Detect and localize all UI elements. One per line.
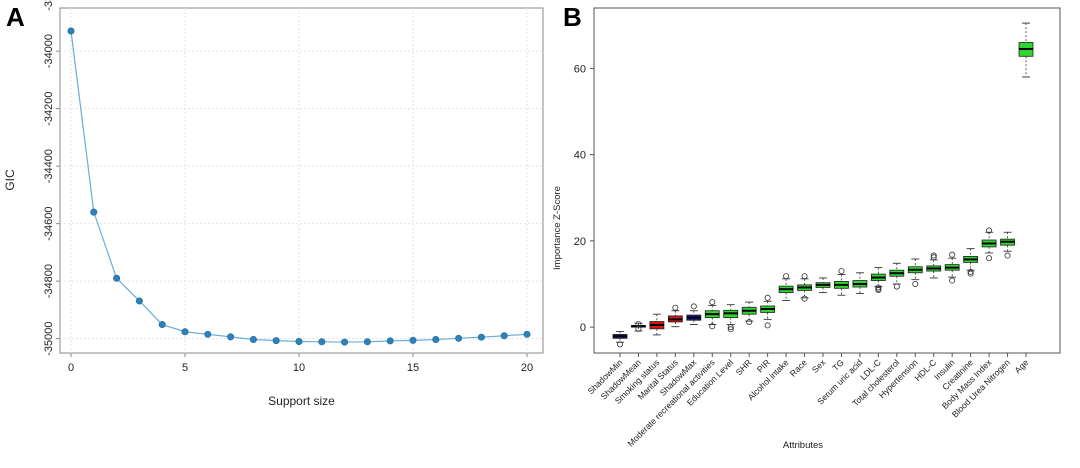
box-outlier xyxy=(690,303,697,310)
box-outlier xyxy=(930,254,937,261)
plot-frame-b xyxy=(593,7,1061,354)
box-outlier xyxy=(949,251,956,258)
box-outlier xyxy=(875,287,882,294)
gic-data-point xyxy=(135,297,143,305)
gic-data-point xyxy=(477,333,485,341)
gic-data-point xyxy=(386,337,394,345)
box-outlier xyxy=(893,283,900,290)
gic-data-point xyxy=(455,334,463,342)
gic-data-point xyxy=(295,337,303,345)
y-tick-label: -34000 xyxy=(43,34,55,68)
gic-data-point xyxy=(363,338,371,346)
box-outlier xyxy=(801,273,808,280)
y-tick-label: -34400 xyxy=(43,149,55,183)
gic-data-point xyxy=(272,337,280,345)
box-outlier xyxy=(709,299,716,306)
gic-data-point xyxy=(227,333,235,341)
x-tick-label: SHR xyxy=(734,357,754,377)
gic-data-point xyxy=(113,274,121,282)
panel-a-letter: A xyxy=(6,2,25,32)
box-outlier xyxy=(949,277,956,284)
box-outlier xyxy=(967,268,974,275)
x-tick-label: 10 xyxy=(293,362,305,374)
gic-data-point xyxy=(500,332,508,340)
box-outlier xyxy=(727,326,734,333)
gic-data-point xyxy=(318,338,326,346)
box-outlier xyxy=(617,341,624,348)
box-outlier xyxy=(635,325,642,332)
box-outlier xyxy=(672,304,679,311)
y-tick-label: -35000 xyxy=(43,321,55,355)
box-outlier xyxy=(709,323,716,330)
box-outlier xyxy=(764,294,771,301)
box-outlier xyxy=(727,324,734,331)
gic-data-point xyxy=(432,335,440,343)
x-tick-label: 5 xyxy=(182,362,188,374)
box-outlier xyxy=(764,322,771,329)
box-outlier xyxy=(801,295,808,302)
y-tick-label: 60 xyxy=(574,63,586,75)
x-axis-title: Support size xyxy=(268,394,335,408)
gic-data-point xyxy=(90,208,98,216)
x-tick-label: Age xyxy=(1013,357,1031,375)
y-axis-title: GIC xyxy=(3,169,17,191)
box-outlier xyxy=(912,280,919,287)
box-outlier xyxy=(875,284,882,291)
y-tick-label: 40 xyxy=(574,150,586,162)
x-tick-label: Sex xyxy=(810,357,828,375)
x-tick-label: Race xyxy=(788,357,809,378)
y-tick-label: -34200 xyxy=(43,91,55,125)
gic-data-point xyxy=(341,338,349,346)
x-tick-label: 15 xyxy=(407,362,419,374)
y-tick-label: -33800 xyxy=(43,0,55,11)
panel-b-letter: B xyxy=(563,2,582,32)
chart-a-gic-vs-support-size: 0 5 10 15 20 -35000 -34800 -34600 -34400 -34200 -3… xyxy=(3,0,544,408)
plot-frame-a xyxy=(59,7,544,354)
x-tick-label: 0 xyxy=(68,362,74,374)
box-outlier xyxy=(986,255,993,262)
gic-data-point xyxy=(204,330,212,338)
box-outlier xyxy=(930,252,937,259)
y-tick-label: -34800 xyxy=(43,264,55,298)
box-outlier xyxy=(635,321,642,328)
box-outlier xyxy=(967,270,974,277)
box-outlier xyxy=(986,227,993,234)
y-axis-title: Importance Z-Score xyxy=(552,186,563,270)
x-axis-title: Attributes xyxy=(783,440,823,451)
box-outlier xyxy=(746,318,753,325)
box-outlier xyxy=(1004,252,1011,259)
gic-data-point xyxy=(67,27,75,35)
box-outlier xyxy=(783,273,790,280)
gic-data-point xyxy=(181,328,189,336)
gic-data-point xyxy=(158,321,166,329)
gic-data-point xyxy=(249,335,257,343)
y-tick-label: 20 xyxy=(574,236,586,248)
box-outlier xyxy=(838,268,845,275)
gic-data-point xyxy=(409,336,417,344)
y-tick-label: 0 xyxy=(580,322,586,334)
gic-data-point xyxy=(523,330,531,338)
y-tick-label: -34600 xyxy=(43,206,55,240)
x-tick-label: 20 xyxy=(521,362,533,374)
